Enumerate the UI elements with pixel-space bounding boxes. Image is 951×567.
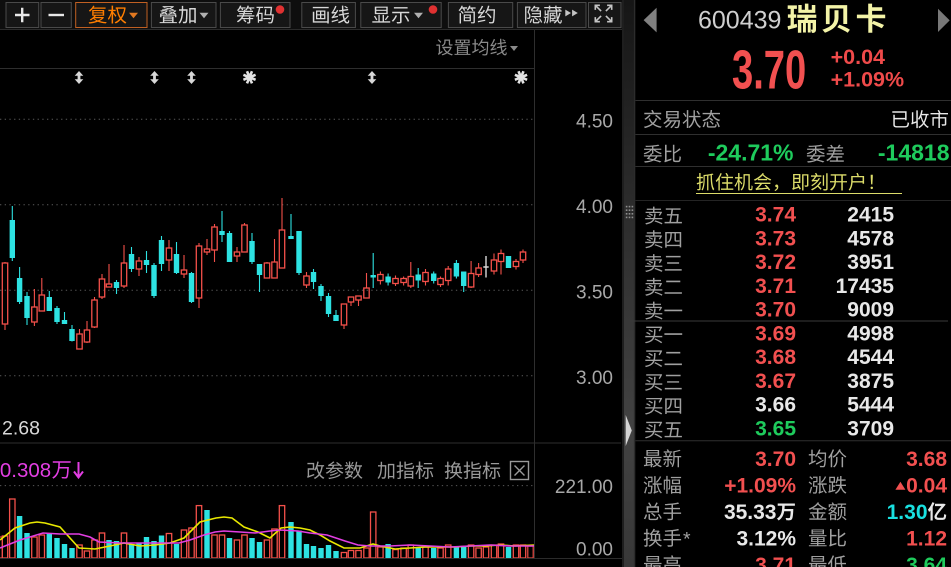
svg-text:+1.09%: +1.09%	[724, 474, 796, 497]
svg-text:3.12%: 3.12%	[736, 527, 796, 550]
svg-text:3875: 3875	[847, 370, 894, 393]
svg-text:1.30: 1.30	[887, 501, 928, 524]
svg-text:2.68: 2.68	[2, 418, 40, 440]
svg-text:3.68: 3.68	[755, 346, 796, 369]
svg-text:4544: 4544	[847, 346, 894, 369]
svg-text:3.74: 3.74	[755, 204, 796, 227]
svg-text:17435: 17435	[836, 275, 895, 298]
svg-text:3.65: 3.65	[755, 418, 796, 441]
svg-text:3.66: 3.66	[755, 394, 796, 417]
svg-text:3.64: 3.64	[906, 554, 947, 567]
svg-text:+0.04: +0.04	[831, 45, 885, 69]
svg-text:600439: 600439	[698, 7, 781, 35]
svg-text:35.33: 35.33	[724, 501, 777, 524]
svg-text:3.50: 3.50	[576, 282, 613, 303]
svg-text:+1.09%: +1.09%	[831, 68, 905, 92]
svg-text:0.00: 0.00	[576, 540, 613, 561]
svg-text:60.308: 60.308	[0, 459, 51, 482]
svg-text:4578: 4578	[847, 227, 894, 250]
svg-text:*: *	[683, 528, 691, 550]
svg-text:3.71: 3.71	[755, 554, 796, 567]
svg-text:-14818: -14818	[878, 140, 950, 166]
svg-text:4998: 4998	[847, 322, 894, 345]
svg-text:3.70: 3.70	[755, 299, 796, 322]
svg-text:3.72: 3.72	[755, 251, 796, 274]
svg-text:0.04: 0.04	[906, 474, 947, 497]
svg-text:3.70: 3.70	[755, 448, 796, 471]
svg-text:3709: 3709	[847, 418, 894, 441]
svg-text:221.00: 221.00	[555, 477, 613, 498]
svg-text:3.70: 3.70	[732, 39, 806, 100]
svg-text:3951: 3951	[847, 251, 894, 274]
svg-text:4.00: 4.00	[576, 197, 613, 218]
svg-text:9009: 9009	[847, 299, 894, 322]
svg-text:2415: 2415	[847, 204, 894, 227]
svg-text:3.69: 3.69	[755, 322, 796, 345]
svg-text:5444: 5444	[847, 394, 894, 417]
svg-text:4.50: 4.50	[576, 111, 613, 132]
svg-text:3.00: 3.00	[576, 368, 613, 389]
svg-text:-24.71%: -24.71%	[708, 140, 794, 166]
svg-text:3.67: 3.67	[755, 370, 796, 393]
svg-text:3.71: 3.71	[755, 275, 796, 298]
svg-text:3.68: 3.68	[906, 448, 947, 471]
svg-text:3.73: 3.73	[755, 227, 796, 250]
svg-text:1.12: 1.12	[906, 527, 947, 550]
